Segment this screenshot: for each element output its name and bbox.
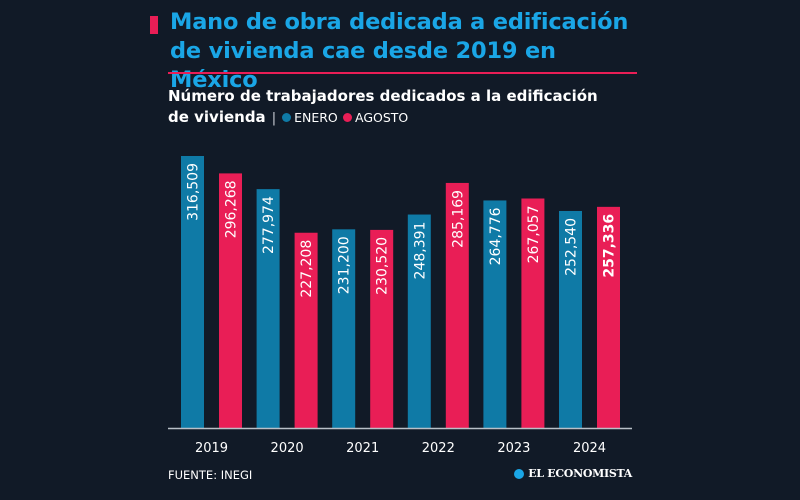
x-tick-label-2022: 2022 xyxy=(422,441,455,456)
data-label-enero-2019: 316,509 xyxy=(186,163,202,221)
brand-name: EL ECONOMISTA xyxy=(528,467,632,480)
data-label-agosto-2021: 230,520 xyxy=(375,237,391,295)
bar-enero-2023 xyxy=(483,200,507,428)
title-accent-marker xyxy=(150,16,158,34)
source-note: FUENTE: INEGI xyxy=(168,468,253,482)
bar-agosto-2023 xyxy=(521,198,545,428)
chart-subtitle: Número de trabajadores dedicados a la ed… xyxy=(168,86,648,129)
data-label-enero-2023: 264,776 xyxy=(488,207,504,265)
bar-agosto-2020 xyxy=(294,232,318,428)
subtitle-separator: | xyxy=(271,111,277,126)
bar-agosto-2024 xyxy=(597,206,620,428)
data-label-agosto-2023: 267,057 xyxy=(526,205,542,263)
subtitle-line-2-row: de vivienda | ENERO AGOSTO xyxy=(168,107,648,129)
title-divider xyxy=(168,72,637,74)
globe-icon xyxy=(514,468,525,479)
bar-enero-2021 xyxy=(332,229,356,428)
data-label-enero-2022: 248,391 xyxy=(412,222,428,280)
bar-agosto-2022 xyxy=(445,182,469,428)
bar-agosto-2021 xyxy=(370,229,394,428)
legend-item-agosto: AGOSTO xyxy=(342,110,409,125)
bar-enero-2020 xyxy=(256,189,280,428)
x-tick-label-2023: 2023 xyxy=(497,441,530,456)
brand-logo: EL ECONOMISTA xyxy=(514,467,632,480)
data-label-enero-2021: 231,200 xyxy=(337,236,353,294)
bar-enero-2022 xyxy=(407,214,431,428)
subtitle-line-2: de vivienda xyxy=(168,108,266,126)
legend-label-agosto: AGOSTO xyxy=(354,110,409,125)
data-label-agosto-2020: 227,208 xyxy=(299,240,315,298)
x-tick-label-2024: 2024 xyxy=(573,441,606,456)
x-tick-label-2020: 2020 xyxy=(271,441,304,456)
legend-dot-agosto xyxy=(342,113,352,122)
data-label-agosto-2024: 257,336 xyxy=(602,214,618,278)
legend-label-enero: ENERO xyxy=(294,110,338,125)
legend-dot-enero xyxy=(282,113,292,122)
bar-agosto-2019 xyxy=(219,173,242,428)
x-tick-label-2021: 2021 xyxy=(346,441,379,456)
subtitle-line-1: Número de trabajadores dedicados a la ed… xyxy=(168,87,598,105)
data-label-agosto-2019: 296,268 xyxy=(224,180,240,238)
chart-title: Mano de obra dedicada a edificación de v… xyxy=(170,9,629,93)
bar-enero-2024 xyxy=(559,210,582,428)
data-label-agosto-2022: 285,169 xyxy=(450,190,466,248)
data-label-enero-2024: 252,540 xyxy=(564,218,580,276)
data-label-enero-2020: 277,974 xyxy=(261,196,277,254)
bar-enero-2019 xyxy=(181,156,204,428)
x-tick-label-2019: 2019 xyxy=(195,441,228,456)
legend-item-enero: ENERO xyxy=(282,110,338,125)
